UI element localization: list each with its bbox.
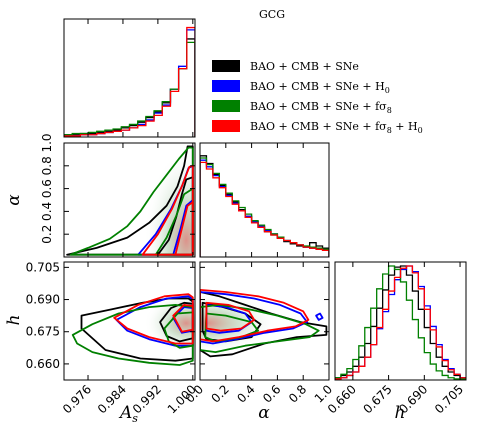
tick-label-alpha-x-4: 0.8 bbox=[286, 382, 309, 405]
hist-alpha-black bbox=[200, 155, 329, 257]
legend-label-sub-3: 8 bbox=[387, 126, 392, 135]
axis-label-alpha-y: α bbox=[4, 194, 24, 206]
hist-h-blue bbox=[335, 265, 466, 380]
legend-swatch-0 bbox=[212, 60, 240, 72]
panel-p21 bbox=[200, 289, 328, 358]
hist-h-red bbox=[335, 265, 466, 380]
panel-p10 bbox=[66, 145, 195, 257]
legend-label-sub-1: 0 bbox=[385, 86, 390, 95]
tick-label-h-y-2: 0.690 bbox=[26, 293, 60, 307]
legend-label-3: BAO + CMB + SNe + fσ8 + H0 bbox=[250, 120, 423, 135]
axis-label-as-sub: s bbox=[132, 412, 138, 425]
frame-p20 bbox=[63, 261, 196, 381]
tick-label-alpha-y-0: 0.2 bbox=[40, 225, 54, 244]
frame-p00 bbox=[63, 18, 196, 138]
tick-label-h-y-0: 0.660 bbox=[26, 357, 60, 371]
legend-swatch-2 bbox=[212, 100, 240, 112]
panel-p11 bbox=[200, 155, 329, 257]
axis-label-h-x: h bbox=[395, 403, 406, 423]
axis-label-alpha-x: α bbox=[258, 403, 270, 423]
hist-h-black bbox=[335, 265, 466, 380]
tick-label-alpha-y-1: 0.4 bbox=[40, 202, 54, 221]
legend-label-sub-2: 8 bbox=[387, 106, 392, 115]
chart-title: GCG bbox=[259, 8, 285, 21]
contour-alpha-h-red-1 bbox=[205, 301, 256, 332]
contour-alpha-h-red-0 bbox=[200, 289, 310, 343]
legend-label-main-0: BAO + CMB + SNe bbox=[250, 60, 359, 73]
frame-p11 bbox=[199, 142, 330, 258]
legend-label-0: BAO + CMB + SNe bbox=[250, 60, 359, 73]
density-alpha-h bbox=[200, 293, 278, 354]
frame-p10 bbox=[63, 142, 196, 258]
panels bbox=[63, 18, 467, 381]
tick-label-h-x-3: 0.705 bbox=[432, 382, 466, 416]
tick-label-h-y-1: 0.675 bbox=[26, 325, 60, 339]
legend-label-main-2: BAO + CMB + SNe + fσ bbox=[250, 100, 387, 113]
contour-as-alpha-red-1 bbox=[174, 201, 194, 256]
frame-p22 bbox=[334, 261, 467, 381]
panel-p00 bbox=[64, 26, 195, 137]
contour-as-h-red-1 bbox=[172, 304, 194, 333]
hist-as-green bbox=[64, 41, 195, 137]
legend-label-2: BAO + CMB + SNe + fσ8 bbox=[250, 100, 392, 115]
hist-alpha-red bbox=[200, 161, 329, 257]
tick-label-alpha-y-4: 1.0 bbox=[40, 133, 54, 152]
tick-label-alpha-x-2: 0.4 bbox=[234, 382, 257, 405]
frame-p21 bbox=[199, 261, 330, 381]
legend-swatch-3 bbox=[212, 120, 240, 132]
contour-alpha-h-green-0 bbox=[200, 304, 320, 353]
legend-swatch-1 bbox=[212, 80, 240, 92]
hist-h-green bbox=[335, 265, 466, 380]
panel-p22 bbox=[335, 265, 466, 380]
tick-label-h-y-3: 0.705 bbox=[26, 260, 60, 274]
hist-as-blue bbox=[64, 29, 195, 137]
contour-alpha-h-blue-2 bbox=[315, 312, 324, 321]
axis-label-as: As bbox=[118, 403, 138, 425]
hist-as-red bbox=[64, 26, 195, 137]
contour-as-h-green-0 bbox=[71, 304, 194, 366]
axis-label-h-y: h bbox=[4, 315, 24, 326]
legend-label-main-3: BAO + CMB + SNe + fσ bbox=[250, 120, 387, 133]
panel-p20 bbox=[71, 293, 195, 366]
legend-label-main-1: BAO + CMB + SNe + H bbox=[250, 80, 385, 93]
tick-label-h-x-1: 0.675 bbox=[361, 382, 395, 416]
tick-label-as-0: 0.976 bbox=[60, 382, 94, 416]
contour-alpha-h-blue-0 bbox=[200, 291, 308, 345]
hist-as-black bbox=[64, 38, 195, 137]
svg-text:As: As bbox=[118, 403, 138, 425]
contour-alpha-h-black-0 bbox=[200, 291, 328, 358]
axis-label-as-main: A bbox=[118, 403, 132, 423]
legend-label-sub2-3: 0 bbox=[418, 126, 423, 135]
legend-label-1: BAO + CMB + SNe + H0 bbox=[250, 80, 390, 95]
tick-label-alpha-y-3: 0.8 bbox=[40, 156, 54, 175]
tick-label-alpha-y-2: 0.6 bbox=[40, 179, 54, 198]
tick-label-alpha-x-1: 0.2 bbox=[209, 382, 232, 405]
legend-label-suffix-3: + H bbox=[392, 120, 418, 133]
